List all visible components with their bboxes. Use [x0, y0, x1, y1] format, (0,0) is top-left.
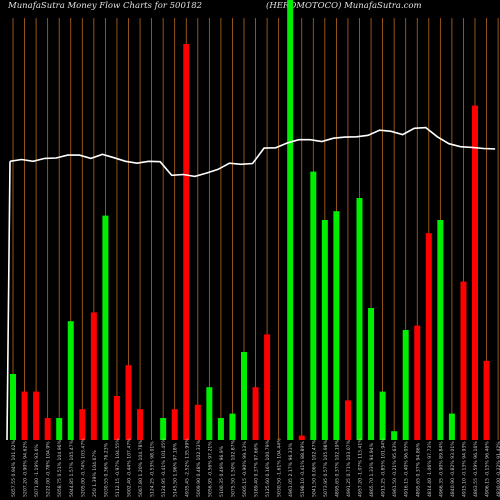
price-line-layer [6, 126, 496, 441]
positive-bar [321, 220, 328, 440]
x-tick-label: 5009.90 0.48% 102.33% [196, 439, 202, 497]
x-tick-label: 5100.35 0.49% 96.9% [219, 445, 225, 497]
x-tick-label: 5044.85 1.57% 105.47% [69, 439, 75, 497]
x-tick-label: 5112.15 -0.97% 104.55% [115, 438, 121, 497]
positive-bar [333, 211, 340, 440]
x-tick-label: 4863.55 -0.59% 96.16% [473, 441, 479, 497]
x-tick-label: 5124.25 -0.53% 98.01% [150, 441, 156, 497]
negative-bar [79, 409, 86, 440]
negative-bar [90, 312, 97, 440]
positive-bar [241, 352, 247, 440]
positive-bar [229, 413, 236, 440]
x-tick-label: 5058.75 0.51% 104.96% [57, 439, 63, 497]
negative-bar [194, 404, 201, 440]
price-line-start [6, 161, 11, 441]
x-tick-label: 4913.25 -0.85% 101.94% [381, 438, 387, 497]
x-tick-label: 5207.20 -0.90% 94.62% [23, 441, 29, 497]
x-tick-label: 4915.10 -0.13% 94.93% [461, 441, 467, 497]
x-tick-label: 5057.55 0.94% 101.62% [11, 439, 17, 497]
x-tick-label: 5056.95 -0.56% 97.21% [207, 441, 213, 497]
positive-bar [368, 308, 375, 440]
negative-bar [460, 281, 467, 440]
positive-bar [391, 431, 398, 440]
negative-bar [264, 334, 271, 440]
x-tick-label: 5125.60 0.16% 100.79% [265, 439, 271, 497]
x-tick-label: 4906.15 -0.15% 96.46% [485, 441, 491, 497]
negative-bar [171, 409, 178, 440]
x-tick-label: 4830.00 -0.22% 91.42% [496, 441, 500, 497]
x-tick-label: 4814.40 -1.06% 97.73% [427, 441, 433, 497]
x-tick-label: 5071.80 -1.19% 93.6% [34, 444, 40, 497]
x-tick-label: 4961.50 -0.21% 95.63% [392, 441, 398, 497]
negative-bar [483, 360, 490, 440]
positive-bar [102, 215, 109, 440]
negative-bar [33, 391, 40, 440]
x-tick-label: 5222.00 -0.78% 104.9% [46, 441, 52, 497]
negative-bar [344, 400, 351, 440]
negative-bar [125, 365, 132, 440]
x-tick-label: 5145.50 1.96% 97.18% [173, 442, 179, 497]
x-tick-label: 5005.15 -0.90% 99.13% [242, 441, 248, 497]
x-tick-label: 4916.15 -0.40% 96.05% [404, 441, 410, 497]
vertical-gridlines [12, 18, 499, 440]
negative-bar [183, 44, 190, 440]
x-tick-label: 5041.50 0.06% 102.47% [311, 439, 317, 497]
x-tick-label: 4935.45 -2.52% 135.99% [184, 438, 190, 497]
positive-bar [437, 220, 444, 440]
x-tick-label: 4961.05 2.17% 96.33% [288, 442, 294, 497]
positive-bar [379, 391, 386, 440]
x-tick-label: 4840.90 -0.82% 93.01% [450, 441, 456, 497]
x-tick-label: 250 1.39% 104.67% [92, 450, 98, 497]
positive-bar [160, 418, 167, 440]
negative-bar [472, 105, 478, 440]
positive-bar [356, 198, 363, 440]
negative-bar [113, 396, 120, 440]
x-axis-labels: 5057.55 0.94% 101.62% 5207.20 -0.90% 94.6… [11, 438, 500, 497]
negative-bar [414, 325, 421, 440]
negative-bar [44, 418, 51, 440]
negative-bar [137, 409, 144, 440]
negative-bar [298, 435, 305, 440]
x-tick-label: 4895.65 0.37% 102.19% [334, 439, 340, 497]
x-tick-label: 5030.50 -1.61% 104.44% [277, 438, 283, 497]
x-tick-label: 5073.95 0.57% 105.98% [323, 439, 329, 497]
positive-bar [56, 418, 63, 440]
x-tick-label: 4895.65 0.37% 94.86% [415, 442, 421, 497]
negative-bar [21, 391, 28, 440]
negative-bar [425, 233, 432, 440]
positive-bar [287, 0, 294, 440]
positive-bar [217, 418, 224, 440]
x-tick-label: 4865.70 1.33% 94.94% [369, 442, 375, 497]
x-tick-label: 5205.00 -0.74% 103.47% [80, 438, 86, 497]
x-tick-label: 5124.95 -0.41% 101.45% [161, 438, 167, 497]
x-tick-label: 5002.40 -0.44% 107.47% [127, 438, 133, 497]
x-tick-label: 4966.35 -0.90% 89.84% [438, 441, 444, 497]
positive-bar [67, 321, 74, 440]
positive-bar [402, 330, 409, 440]
x-tick-label: 5198.10 -0.41% 88.89% [300, 441, 306, 497]
price-line [9, 126, 496, 178]
x-tick-label: 4957.20 -1.07% 113.41% [358, 438, 364, 497]
money-flow-bars [10, 0, 490, 440]
positive-bar [206, 387, 213, 440]
positive-bar [10, 374, 16, 440]
x-tick-label: 5075.50 1.50% 102.87% [230, 439, 236, 497]
positive-bar [310, 171, 317, 440]
x-tick-label: 4991.25 0.71% 103.07% [346, 439, 352, 497]
negative-bar [252, 387, 259, 440]
x-tick-label: 5189.40 0.37% 97.66% [254, 442, 260, 497]
x-tick-label: 5067.80 1.20% 104.78% [138, 439, 144, 497]
positive-bar [448, 413, 455, 440]
x-tick-label: 5030.55 0.36% 76.23% [103, 442, 109, 497]
